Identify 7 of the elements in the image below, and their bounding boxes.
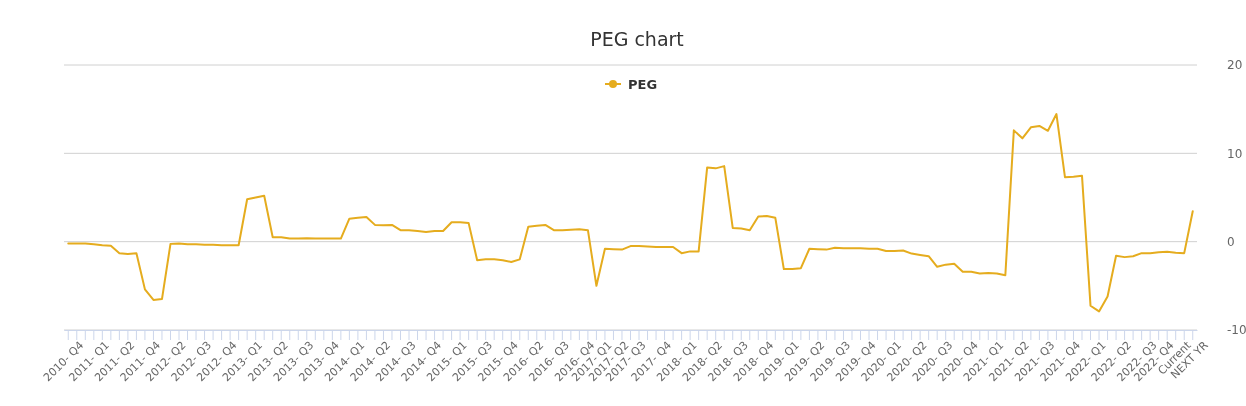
y-tick-label: 10 bbox=[1227, 146, 1243, 161]
chart-title: PEG chart bbox=[590, 28, 684, 50]
y-tick-label: 0 bbox=[1227, 235, 1235, 250]
legend-label: PEG bbox=[628, 76, 658, 92]
y-tick-label: -10 bbox=[1227, 323, 1246, 338]
y-tick-label: 20 bbox=[1227, 58, 1243, 73]
line-series bbox=[67, 113, 1194, 313]
